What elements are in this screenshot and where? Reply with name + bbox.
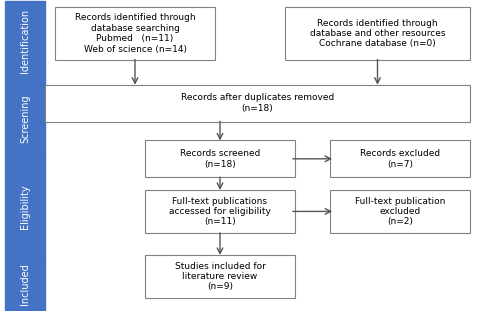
Text: Included: Included bbox=[20, 263, 30, 305]
FancyBboxPatch shape bbox=[5, 81, 45, 156]
Text: Full-text publications
accessed for eligibility
(n=11): Full-text publications accessed for elig… bbox=[169, 197, 271, 226]
FancyBboxPatch shape bbox=[5, 258, 45, 310]
Text: Records excluded
(n=7): Records excluded (n=7) bbox=[360, 149, 440, 169]
FancyBboxPatch shape bbox=[145, 255, 295, 298]
Text: Records after duplicates removed
(n=18): Records after duplicates removed (n=18) bbox=[181, 93, 334, 113]
FancyBboxPatch shape bbox=[45, 85, 470, 122]
Text: Screening: Screening bbox=[20, 94, 30, 143]
Text: Records identified through
database and other resources
Cochrane database (n=0): Records identified through database and … bbox=[310, 19, 445, 48]
FancyBboxPatch shape bbox=[145, 140, 295, 177]
FancyBboxPatch shape bbox=[145, 190, 295, 233]
Text: Eligibility: Eligibility bbox=[20, 184, 30, 229]
Text: Full-text publication
excluded
(n=2): Full-text publication excluded (n=2) bbox=[355, 197, 445, 226]
FancyBboxPatch shape bbox=[5, 1, 45, 81]
FancyBboxPatch shape bbox=[5, 156, 45, 258]
Text: Studies included for
literature review
(n=9): Studies included for literature review (… bbox=[174, 262, 266, 291]
Text: Records screened
(n=18): Records screened (n=18) bbox=[180, 149, 260, 169]
FancyBboxPatch shape bbox=[55, 7, 215, 60]
FancyBboxPatch shape bbox=[285, 7, 470, 60]
Text: Identification: Identification bbox=[20, 9, 30, 73]
FancyBboxPatch shape bbox=[330, 140, 470, 177]
Text: Records identified through
database searching
Pubmed   (n=11)
Web of science (n=: Records identified through database sear… bbox=[74, 13, 196, 53]
FancyBboxPatch shape bbox=[330, 190, 470, 233]
